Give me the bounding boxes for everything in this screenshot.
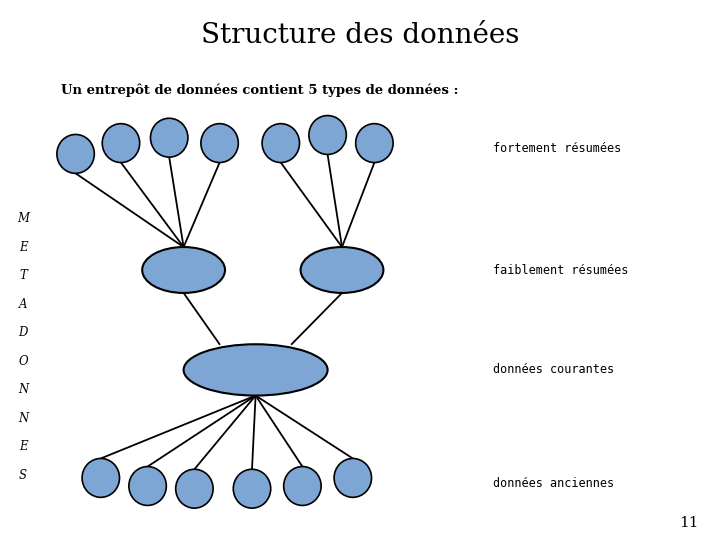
- Ellipse shape: [142, 247, 225, 293]
- Ellipse shape: [82, 458, 120, 497]
- Text: E: E: [19, 241, 27, 254]
- Ellipse shape: [150, 118, 188, 157]
- Ellipse shape: [301, 247, 383, 293]
- Text: E: E: [19, 440, 27, 453]
- Ellipse shape: [309, 116, 346, 154]
- Ellipse shape: [284, 467, 321, 505]
- Text: N: N: [18, 383, 28, 396]
- Ellipse shape: [201, 124, 238, 163]
- Text: données courantes: données courantes: [493, 363, 614, 376]
- Ellipse shape: [184, 345, 328, 395]
- Text: A: A: [19, 298, 27, 310]
- Text: Un entrepôt de données contient 5 types de données :: Un entrepôt de données contient 5 types …: [61, 84, 459, 97]
- Text: D: D: [18, 326, 28, 339]
- Ellipse shape: [102, 124, 140, 163]
- Text: O: O: [18, 355, 28, 368]
- Ellipse shape: [233, 469, 271, 508]
- Text: 11: 11: [679, 516, 698, 530]
- Text: T: T: [19, 269, 27, 282]
- Ellipse shape: [356, 124, 393, 163]
- Ellipse shape: [57, 134, 94, 173]
- Text: données anciennes: données anciennes: [493, 477, 614, 490]
- Text: fortement résumées: fortement résumées: [493, 142, 621, 155]
- Ellipse shape: [334, 458, 372, 497]
- Text: Structure des données: Structure des données: [201, 22, 519, 49]
- Ellipse shape: [262, 124, 300, 163]
- Text: M: M: [17, 212, 29, 225]
- Ellipse shape: [129, 467, 166, 505]
- Text: faiblement résumées: faiblement résumées: [493, 264, 629, 276]
- Text: S: S: [19, 469, 27, 482]
- Ellipse shape: [176, 469, 213, 508]
- Text: N: N: [18, 411, 28, 424]
